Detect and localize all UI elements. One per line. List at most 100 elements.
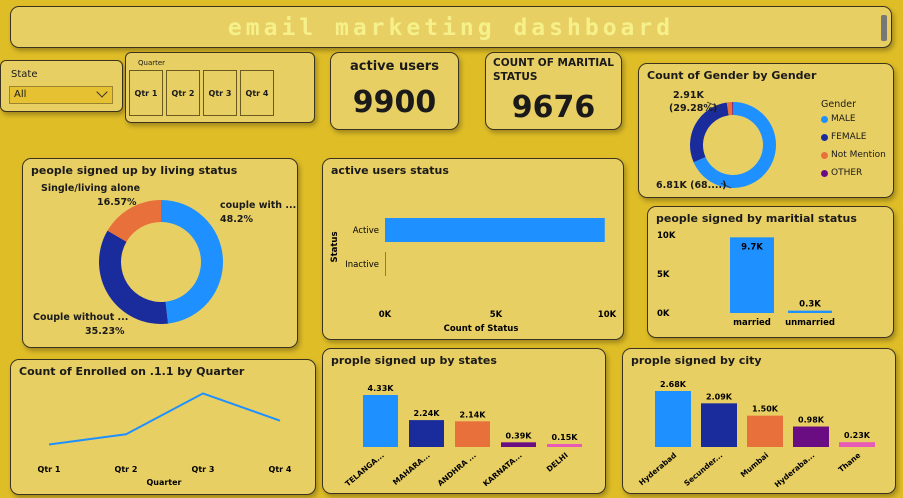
living-slice-0[interactable] [161,200,223,324]
living-couple-without-pct: 35.23% [85,326,125,337]
gender-legend-item[interactable]: MALE [821,114,856,125]
state-slicer-label: State [11,69,38,80]
states-value-label: 0.15K [552,433,579,442]
quarter-x-tick: Qtr 1 [38,465,61,474]
gender-legend-item[interactable]: FEMALE [821,132,867,143]
states-bar[interactable] [455,421,490,447]
header-banner: email marketing dashboard [10,6,892,48]
maritial-bar-unmarried[interactable] [788,310,832,313]
quarter-line-series[interactable] [48,392,281,446]
legend-dot-icon [821,115,828,123]
maritial-value-label: 9.7K [741,242,763,252]
city-value-label: 1.50K [752,405,779,414]
active-category-label: Active [353,226,379,236]
living-couple-with-name: couple with ... [220,200,297,211]
kpi-active-users-value: 9900 [352,85,437,120]
living-couple-with-pct: 48.2% [220,214,253,225]
city-bar[interactable] [747,415,783,447]
states-category-label: MAHARA... [391,451,432,487]
legend-dot-icon [821,151,828,159]
quarter-slicer-label: Quarter [138,59,166,67]
maritial-bar-married[interactable] [730,237,774,313]
states-bar[interactable] [409,420,444,447]
active-x-tick: 0K [379,310,392,320]
maritial-category-label: unmarried [785,318,835,328]
quarter-x-tick: Qtr 2 [115,465,138,474]
states-category-label: ANDHRA ... [436,451,478,488]
state-slicer: State All [0,60,123,112]
chevron-down-icon [96,86,108,98]
maritial-status-card: people signed by maritial status 0K 5K 10K… [647,206,894,338]
gender-legend-item[interactable]: Not Mention [821,150,886,161]
gender-legend-item[interactable]: OTHER [821,168,862,179]
states-category-label: DELHI [545,451,570,474]
active-status-title: active users status [331,164,449,177]
states-value-label: 4.33K [368,384,395,393]
gender-female-value-label: 2.91K [673,90,704,101]
quarter-x-tick: Qtr 3 [192,465,215,474]
gender-legend-title: Gender [821,99,857,110]
gender-chart-card: Count of Gender by Gender 2.91K (29.28%)… [638,63,894,198]
state-dropdown[interactable]: All [9,86,113,104]
gender-donut-chart [690,101,776,189]
city-value-label: 2.68K [660,380,687,389]
city-bar[interactable] [655,391,691,447]
states-value-label: 2.24K [414,409,441,418]
city-bar[interactable] [701,403,737,447]
gender-male-leader-line [720,182,732,189]
legend-label: MALE [831,114,856,124]
scrollbar[interactable] [881,15,887,41]
quarter-x-tick: Qtr 4 [269,465,292,474]
states-card: prople signed up by states 4.33K TELANGA.… [322,348,606,494]
maritial-y-tick: 0K [657,309,670,319]
city-category-label: Thane [837,451,863,475]
quarter-slicer: Quarter Qtr 1 Qtr 2 Qtr 3 Qtr 4 [125,52,315,123]
kpi-maritial-value: 9676 [511,90,596,125]
active-y-axis-label: Status [330,231,340,262]
state-dropdown-value: All [14,89,27,100]
living-status-donut-chart [98,200,223,324]
states-category-label: KARNATA... [481,451,524,489]
maritial-status-bar-chart: 0K 5K 10K 9.7K married 0.3K unmarried [657,231,835,328]
gender-slice-3[interactable] [732,102,733,116]
active-bar-active[interactable] [385,218,605,242]
states-bar[interactable] [501,442,536,447]
quarter-button-3[interactable]: Qtr 3 [203,70,237,116]
living-single-pct: 16.57% [97,197,137,208]
active-x-axis-label: Count of Status [444,324,519,334]
legend-dot-icon [821,133,828,141]
city-value-label: 0.23K [844,431,871,440]
quarter-button-2[interactable]: Qtr 2 [166,70,200,116]
states-bar[interactable] [547,444,582,447]
quarter-buttons: Qtr 1 Qtr 2 Qtr 3 Qtr 4 [129,70,304,118]
maritial-category-label: married [733,318,771,328]
city-bar[interactable] [839,442,875,447]
legend-label: Not Mention [831,150,886,160]
legend-label: FEMALE [831,132,867,142]
active-x-tick: 5K [490,310,503,320]
living-slice-1[interactable] [98,230,168,324]
quarter-line-card: Count of Enrolled on .1.1 by Quarter Qtr… [10,359,316,495]
legend-label: OTHER [831,168,863,178]
active-x-tick: 10K [598,310,617,320]
city-value-label: 2.09K [706,392,733,401]
active-bar-inactive[interactable] [385,252,386,276]
gender-slice-2[interactable] [726,102,733,116]
kpi-maritial-label-1: COUNT OF MARITIAL [493,57,614,69]
states-title: prople signed up by states [331,354,497,367]
maritial-y-tick: 10K [657,231,676,241]
living-slice-2[interactable] [107,200,161,242]
states-value-label: 2.14K [460,410,487,419]
states-bar[interactable] [363,395,398,447]
legend-dot-icon [821,169,828,177]
city-bar[interactable] [793,426,829,447]
quarter-button-1[interactable]: Qtr 1 [129,70,163,116]
living-single-name: Single/living alone [41,183,141,194]
gender-slice-1[interactable] [690,102,729,163]
gender-slice-0[interactable] [693,102,776,188]
kpi-maritial-label-2: STATUS [493,71,538,83]
quarter-button-4[interactable]: Qtr 4 [240,70,274,116]
living-status-title: people signed up by living status [31,164,238,177]
living-status-card: people signed up by living status Single… [22,158,298,348]
gender-chart-title: Count of Gender by Gender [647,69,817,82]
